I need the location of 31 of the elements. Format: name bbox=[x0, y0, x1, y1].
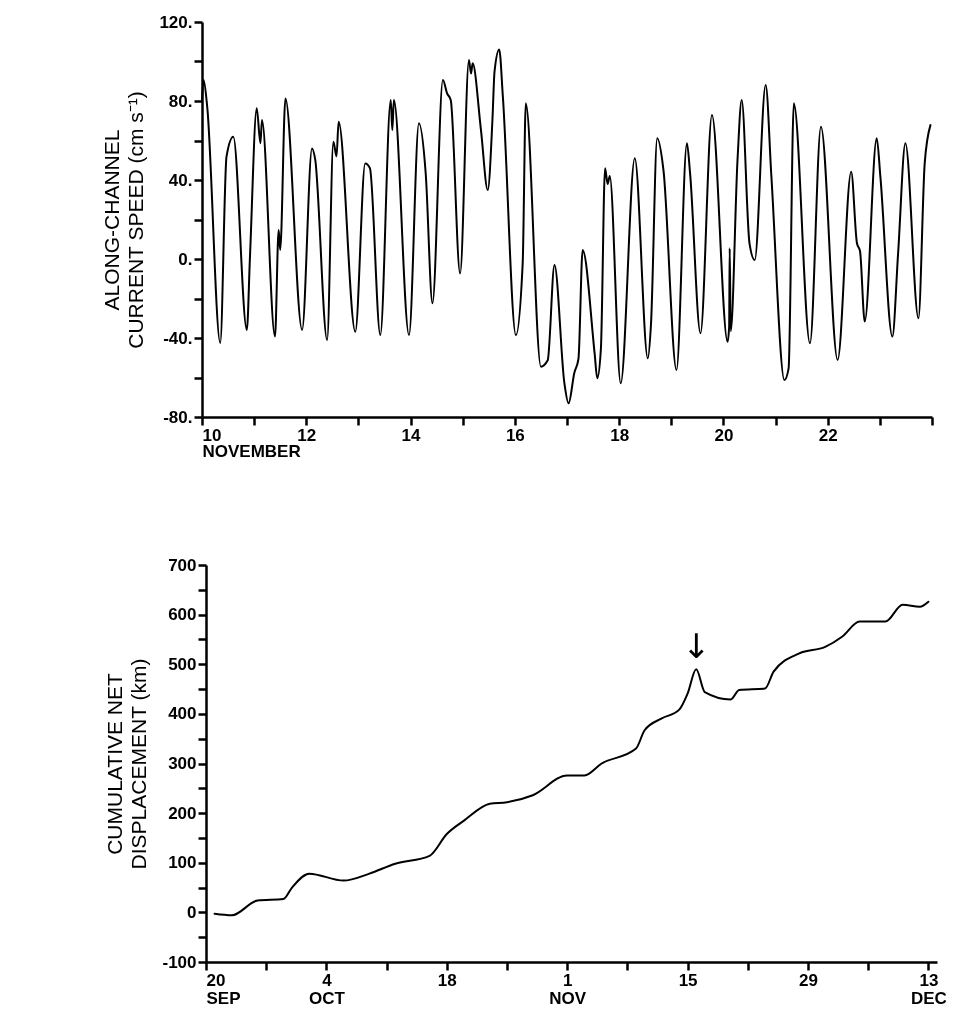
x-tick-label: 22 bbox=[818, 425, 838, 445]
x-tick-label: 18 bbox=[437, 970, 457, 990]
x-tick-label: 18 bbox=[610, 425, 630, 445]
x-tick-label: 1 NOV bbox=[549, 970, 587, 1008]
y-tick-label: 40. bbox=[168, 170, 193, 190]
y-tick-label: -100 bbox=[162, 952, 197, 972]
y-tick-label: 100 bbox=[168, 853, 197, 873]
y-tick-label: -40. bbox=[163, 328, 193, 348]
x-tick-label: 14 bbox=[401, 425, 422, 445]
y-axis-title: ALONG-CHANNEL CURRENT SPEED (cm s⁻¹) bbox=[100, 91, 148, 349]
line-series bbox=[213, 600, 930, 917]
x-tick-label: 15 bbox=[678, 970, 698, 990]
y-tick-label: 120. bbox=[159, 12, 193, 32]
y-tick-label: 80. bbox=[168, 91, 193, 111]
y-tick-label: 600 bbox=[168, 605, 197, 625]
x-tick-label: 20 SEP bbox=[206, 970, 241, 1008]
y-tick-label: 0. bbox=[178, 249, 193, 269]
y-tick-label: 200 bbox=[168, 803, 197, 823]
x-tick-label: 29 bbox=[799, 970, 818, 990]
x-tick-label: 4 OCT bbox=[308, 970, 346, 1008]
y-tick-label: 700 bbox=[168, 555, 197, 575]
annotation: ↓ bbox=[681, 626, 711, 667]
y-tick-label: 300 bbox=[168, 754, 197, 773]
x-tick-label: 16 bbox=[505, 425, 525, 445]
y-tick-label: 400 bbox=[168, 704, 197, 724]
x-tick-label: 20 bbox=[714, 425, 734, 445]
y-axis-title: CUMULATIVE NET DISPLACEMENT (km) bbox=[103, 658, 151, 870]
y-tick-label: 0 bbox=[187, 902, 197, 922]
y-tick-label: -80. bbox=[163, 407, 193, 427]
x-tick-label: 13 DEC bbox=[910, 970, 947, 1008]
y-tick-label: 500 bbox=[168, 654, 197, 674]
